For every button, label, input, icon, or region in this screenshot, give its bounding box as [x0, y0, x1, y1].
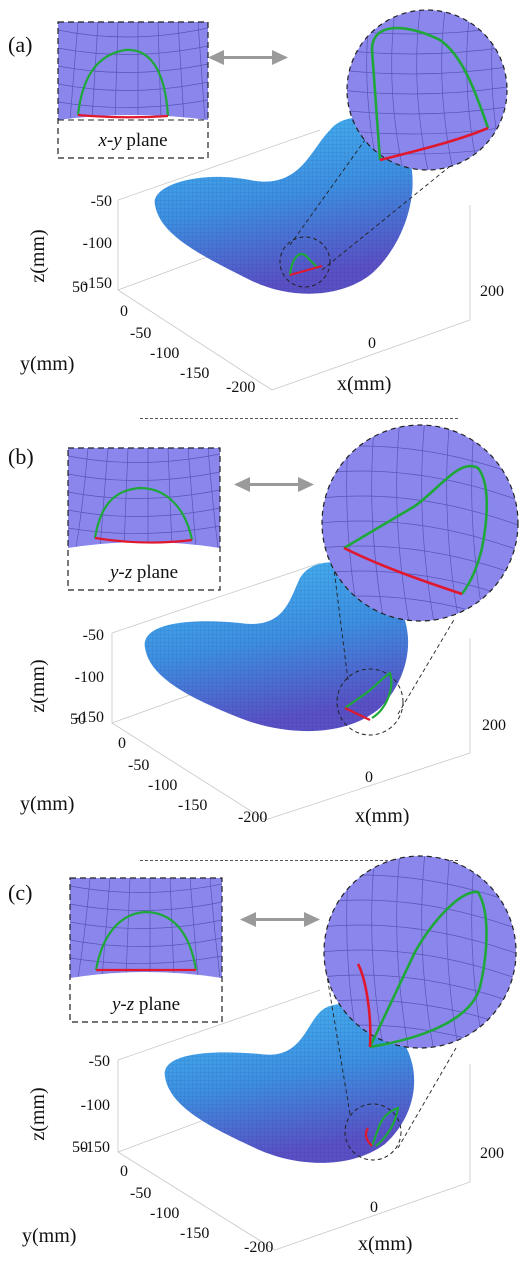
- x-tick-label: 0: [365, 769, 373, 786]
- x-tick-label: -200: [244, 1239, 273, 1256]
- y-tick-label: -50: [130, 325, 151, 342]
- green-path-small: [288, 252, 319, 276]
- y-tick-label: 0: [118, 735, 126, 752]
- double-arrow-icon: [240, 912, 320, 927]
- panel-label: (b): [8, 444, 34, 469]
- y-axis-label: y(mm): [20, 353, 74, 375]
- z-tick-label: -50: [83, 627, 104, 644]
- panel-divider: [140, 860, 458, 861]
- y-tick-label: -150: [180, 365, 209, 382]
- panel-a-figure: (a): [8, 9, 508, 396]
- z-tick-label: -100: [83, 235, 112, 252]
- z-tick-label: -150: [83, 275, 112, 292]
- z-tick-label: -50: [91, 193, 112, 210]
- panel-b: (b): [0, 418, 526, 838]
- z-axis-label: z(mm): [27, 659, 49, 712]
- x-tick-label: -200: [238, 809, 267, 826]
- zoom-line-right: [397, 1047, 457, 1149]
- saddle-surface: [144, 562, 409, 732]
- green-path-small: [344, 671, 393, 719]
- red-path-zoom: [356, 963, 372, 1048]
- y-tick-label: 0: [120, 1163, 128, 1180]
- inset-plane-view: y-z plane: [69, 877, 223, 1023]
- y-tick-label: -100: [148, 777, 177, 794]
- panel-c: (c): [0, 852, 526, 1263]
- inset-caption: x-y plane: [97, 130, 167, 151]
- zoom-target-circle: [336, 668, 404, 736]
- inset-caption: y-z plane: [110, 994, 180, 1015]
- red-path-zoom: [379, 126, 489, 162]
- panel-c-figure: (c): [8, 855, 517, 1256]
- zoom-line-right: [397, 617, 456, 715]
- saddle-surface: [164, 1004, 415, 1163]
- zoom-line-right: [321, 149, 471, 271]
- y-tick-label: -150: [178, 797, 207, 814]
- zoom-target-circle: [344, 1103, 402, 1161]
- magnified-circle: [323, 855, 517, 1049]
- green-path-zoom: [370, 26, 490, 161]
- y-tick-label: -50: [130, 1185, 151, 1202]
- y-tick-label: 0: [120, 303, 128, 320]
- x-tick-label: 200: [480, 283, 504, 300]
- y-tick-label: -50: [128, 757, 149, 774]
- zoom-line-left: [325, 969, 351, 1115]
- z-tick-label: -100: [81, 1097, 110, 1114]
- red-path-zoom: [343, 546, 463, 596]
- z-tick-label: -50: [89, 1053, 110, 1070]
- x-tick-label: 200: [482, 717, 506, 734]
- y-axis-label: y(mm): [22, 1225, 76, 1247]
- y-axis-label: y(mm): [20, 793, 74, 815]
- x-tick-label: 0: [368, 335, 376, 352]
- panel-divider: [140, 418, 458, 419]
- z-tick-label: -100: [75, 669, 104, 686]
- red-path-small: [344, 707, 371, 721]
- inset-plane-view: y-z plane: [67, 447, 221, 591]
- x-axis-label: x(mm): [355, 805, 409, 827]
- double-arrow-icon: [234, 477, 314, 492]
- x-axis-label: x(mm): [337, 373, 391, 395]
- green-path-zoom: [368, 890, 488, 1049]
- green-path-zoom: [343, 464, 489, 595]
- green-path-small: [370, 1106, 400, 1147]
- x-axis-label: x(mm): [358, 1233, 412, 1255]
- x-tick-label: 200: [480, 1145, 504, 1162]
- saddle-surface: [154, 117, 413, 294]
- x-tick-label: -200: [226, 379, 255, 396]
- panel-label: (a): [8, 32, 32, 57]
- panel-label: (c): [8, 880, 32, 905]
- z-tick-label: -150: [81, 1139, 110, 1156]
- red-path-small: [364, 1127, 373, 1147]
- z-tick-label: -150: [75, 709, 104, 726]
- y-tick-label: 50: [72, 279, 88, 296]
- y-tick-label: -100: [150, 345, 179, 362]
- y-tick-label: -150: [180, 1225, 209, 1242]
- panel-b-figure: (b): [8, 424, 519, 827]
- zoom-line-left: [289, 139, 366, 246]
- zoom-target-circle: [279, 236, 331, 288]
- double-arrow-icon: [208, 50, 288, 65]
- inset-plane-view: x-y plane: [57, 21, 209, 159]
- panel-a: (a): [0, 0, 526, 405]
- z-axis-label: z(mm): [27, 1087, 49, 1140]
- red-path-small: [289, 264, 323, 277]
- y-tick-label: 50: [70, 711, 86, 728]
- z-axis-label: z(mm): [27, 229, 49, 282]
- inset-caption: y-z plane: [108, 562, 178, 583]
- y-tick-label: 50: [72, 1139, 88, 1156]
- x-tick-label: 0: [370, 1199, 378, 1216]
- y-tick-label: -100: [150, 1205, 179, 1222]
